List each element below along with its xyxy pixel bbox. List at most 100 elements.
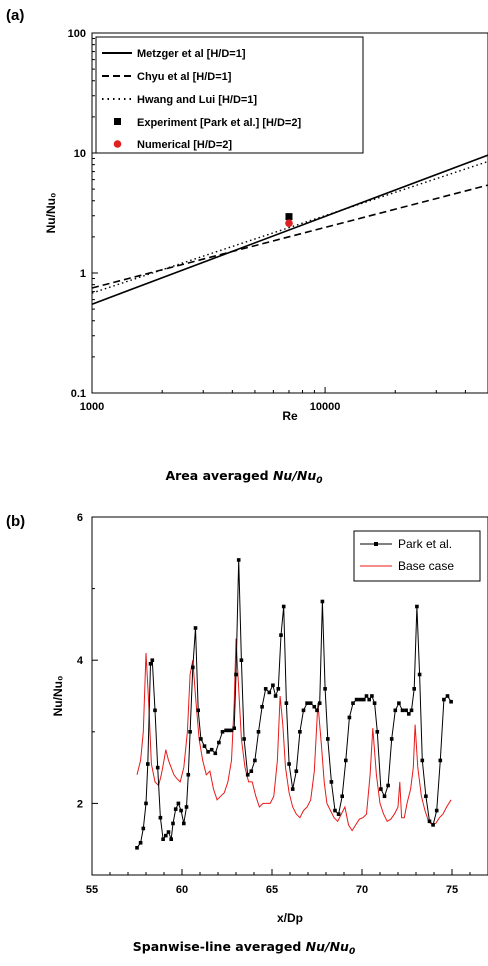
plot-b-park-point [347,715,352,720]
plot-b-park-point [290,787,295,791]
plot-b-xtick-label: 70 [356,884,368,896]
plot-b-park-point [372,701,377,705]
plot-b-park-point [308,701,313,705]
caption-b-italic: Nu/Nu [306,939,349,954]
plot-a-legend-box [95,36,364,154]
plot-b-park-point [169,837,173,841]
plot-a-tick-labels: 1000 10000 0.1 1 10 100 [68,28,341,413]
plot-b-park-point [267,690,272,695]
plot-b-park-point [202,744,207,748]
plot-b-park-point [227,728,231,733]
legend-base-label: Base case [398,559,454,573]
plot-b-park-point [242,737,246,741]
plot-b-park-point [141,826,146,831]
legend-experiment-marker [114,118,121,125]
plot-a-ticks [91,37,488,394]
plot-a-experiment-point [285,213,293,221]
plot-b-park-point [315,708,319,713]
plot-b-park-point [206,750,210,754]
plot-a-xtick-label: 1000 [80,401,104,413]
plot-b-park-point [409,708,414,713]
plot-b-park-point [245,772,250,777]
plot-b-park-point [176,801,181,806]
plot-b-park-point [420,758,425,763]
plot-b-park-point [236,558,241,562]
plot-b-ylabel: Nu/Nu₀ [51,676,65,717]
plot-b-series [135,558,453,850]
plot-b-park-point [442,697,446,702]
plot-b-xtick-label: 65 [266,884,278,896]
plot-b-park-point [191,665,195,670]
plot-b-park-point [184,805,189,809]
plot-b-park-point [173,807,178,811]
plot-b-park-point [146,762,150,766]
plot-b-xtick-label: 55 [86,884,98,896]
plot-b-park-point [329,780,334,784]
plot-b-park-point [155,765,160,770]
legend-park-marker [374,542,378,546]
plot-b-park-point [305,701,309,705]
plot-b-park-point [386,783,390,788]
plot-a-ytick-label: 1 [80,268,86,280]
panel-b-label: (b) [6,513,25,530]
plot-b-xlabel: x/Dp [277,911,303,925]
plot-a-frame [91,32,488,394]
plot-a-ytick-label: 0.1 [71,388,86,400]
plot-b-park-point [196,708,200,713]
plot-a-numerical-point [285,219,293,228]
plot-b-park-point [179,808,183,813]
plot-b-park-point [148,661,153,666]
plot-b-park-point [232,726,236,731]
legend-numerical-label: Numerical [H/D=2] [137,139,232,151]
plot-b-park-point [224,728,228,733]
plot-b-xtick-label: 60 [176,884,188,896]
plot-b-park-point [362,697,366,702]
plot-b-park-point [273,694,278,698]
plot-b-park-point [400,708,405,713]
plot-a-series-chyu-line [91,184,488,289]
plot-b-park-point [281,604,286,609]
plot-b-park-point [434,808,439,813]
plot-a-ylabel: Nu/Nu₀ [44,193,58,234]
plot-b-ytick-label: 2 [77,798,83,810]
plot-b-park-point [404,708,408,713]
plot-b-park-point [326,737,330,741]
plot-b-park-point [364,694,369,698]
caption-b-sub: 0 [349,947,355,957]
plot-b-park-point [370,694,374,698]
panel-a-label: (a) [6,7,24,24]
plot-b-park-point [333,808,337,813]
plot-b-park-point [294,769,299,773]
plot-b-park-point [135,845,139,850]
plot-b-park-point [344,758,348,763]
plot-b-park-point [138,840,143,845]
plot-b-park-point [188,730,192,734]
plot-b-park-point [424,794,428,799]
plot-b-park-point [382,794,387,799]
plot-b-park-point [415,604,419,609]
plot-b-park-point [367,697,371,702]
plot-a-series [91,154,488,305]
plot-b-park-point [166,830,171,834]
plot-b-park-point [358,697,362,702]
plot-b-park-point [397,701,401,705]
plot-b-park-point [271,683,275,688]
plot-b-park-point [312,704,317,709]
plot-a-series-hwang-line [91,160,488,294]
plot-b-park-point [427,819,432,824]
plot-b-park-point [234,672,238,677]
plot-b-park-point [249,769,254,773]
plot-b-park-point [431,823,435,827]
plot-b-ytick-label: 4 [77,655,84,667]
plot-b-park-point [340,794,344,799]
plot-b-park-point [161,837,165,841]
caption-b: Spanwise-line averaged Nu/Nu0 [133,939,355,957]
caption-a-italic: Nu/Nu [273,468,316,483]
legend-park-label: Park et al. [398,537,452,551]
plot-b-park-point [193,626,198,630]
plot-b-park-point [379,787,383,791]
plot-b-park-point [301,708,306,713]
plot-b-park-point [217,740,221,745]
plot-b-park-point [144,801,148,806]
plot-b-park-point [260,704,264,709]
